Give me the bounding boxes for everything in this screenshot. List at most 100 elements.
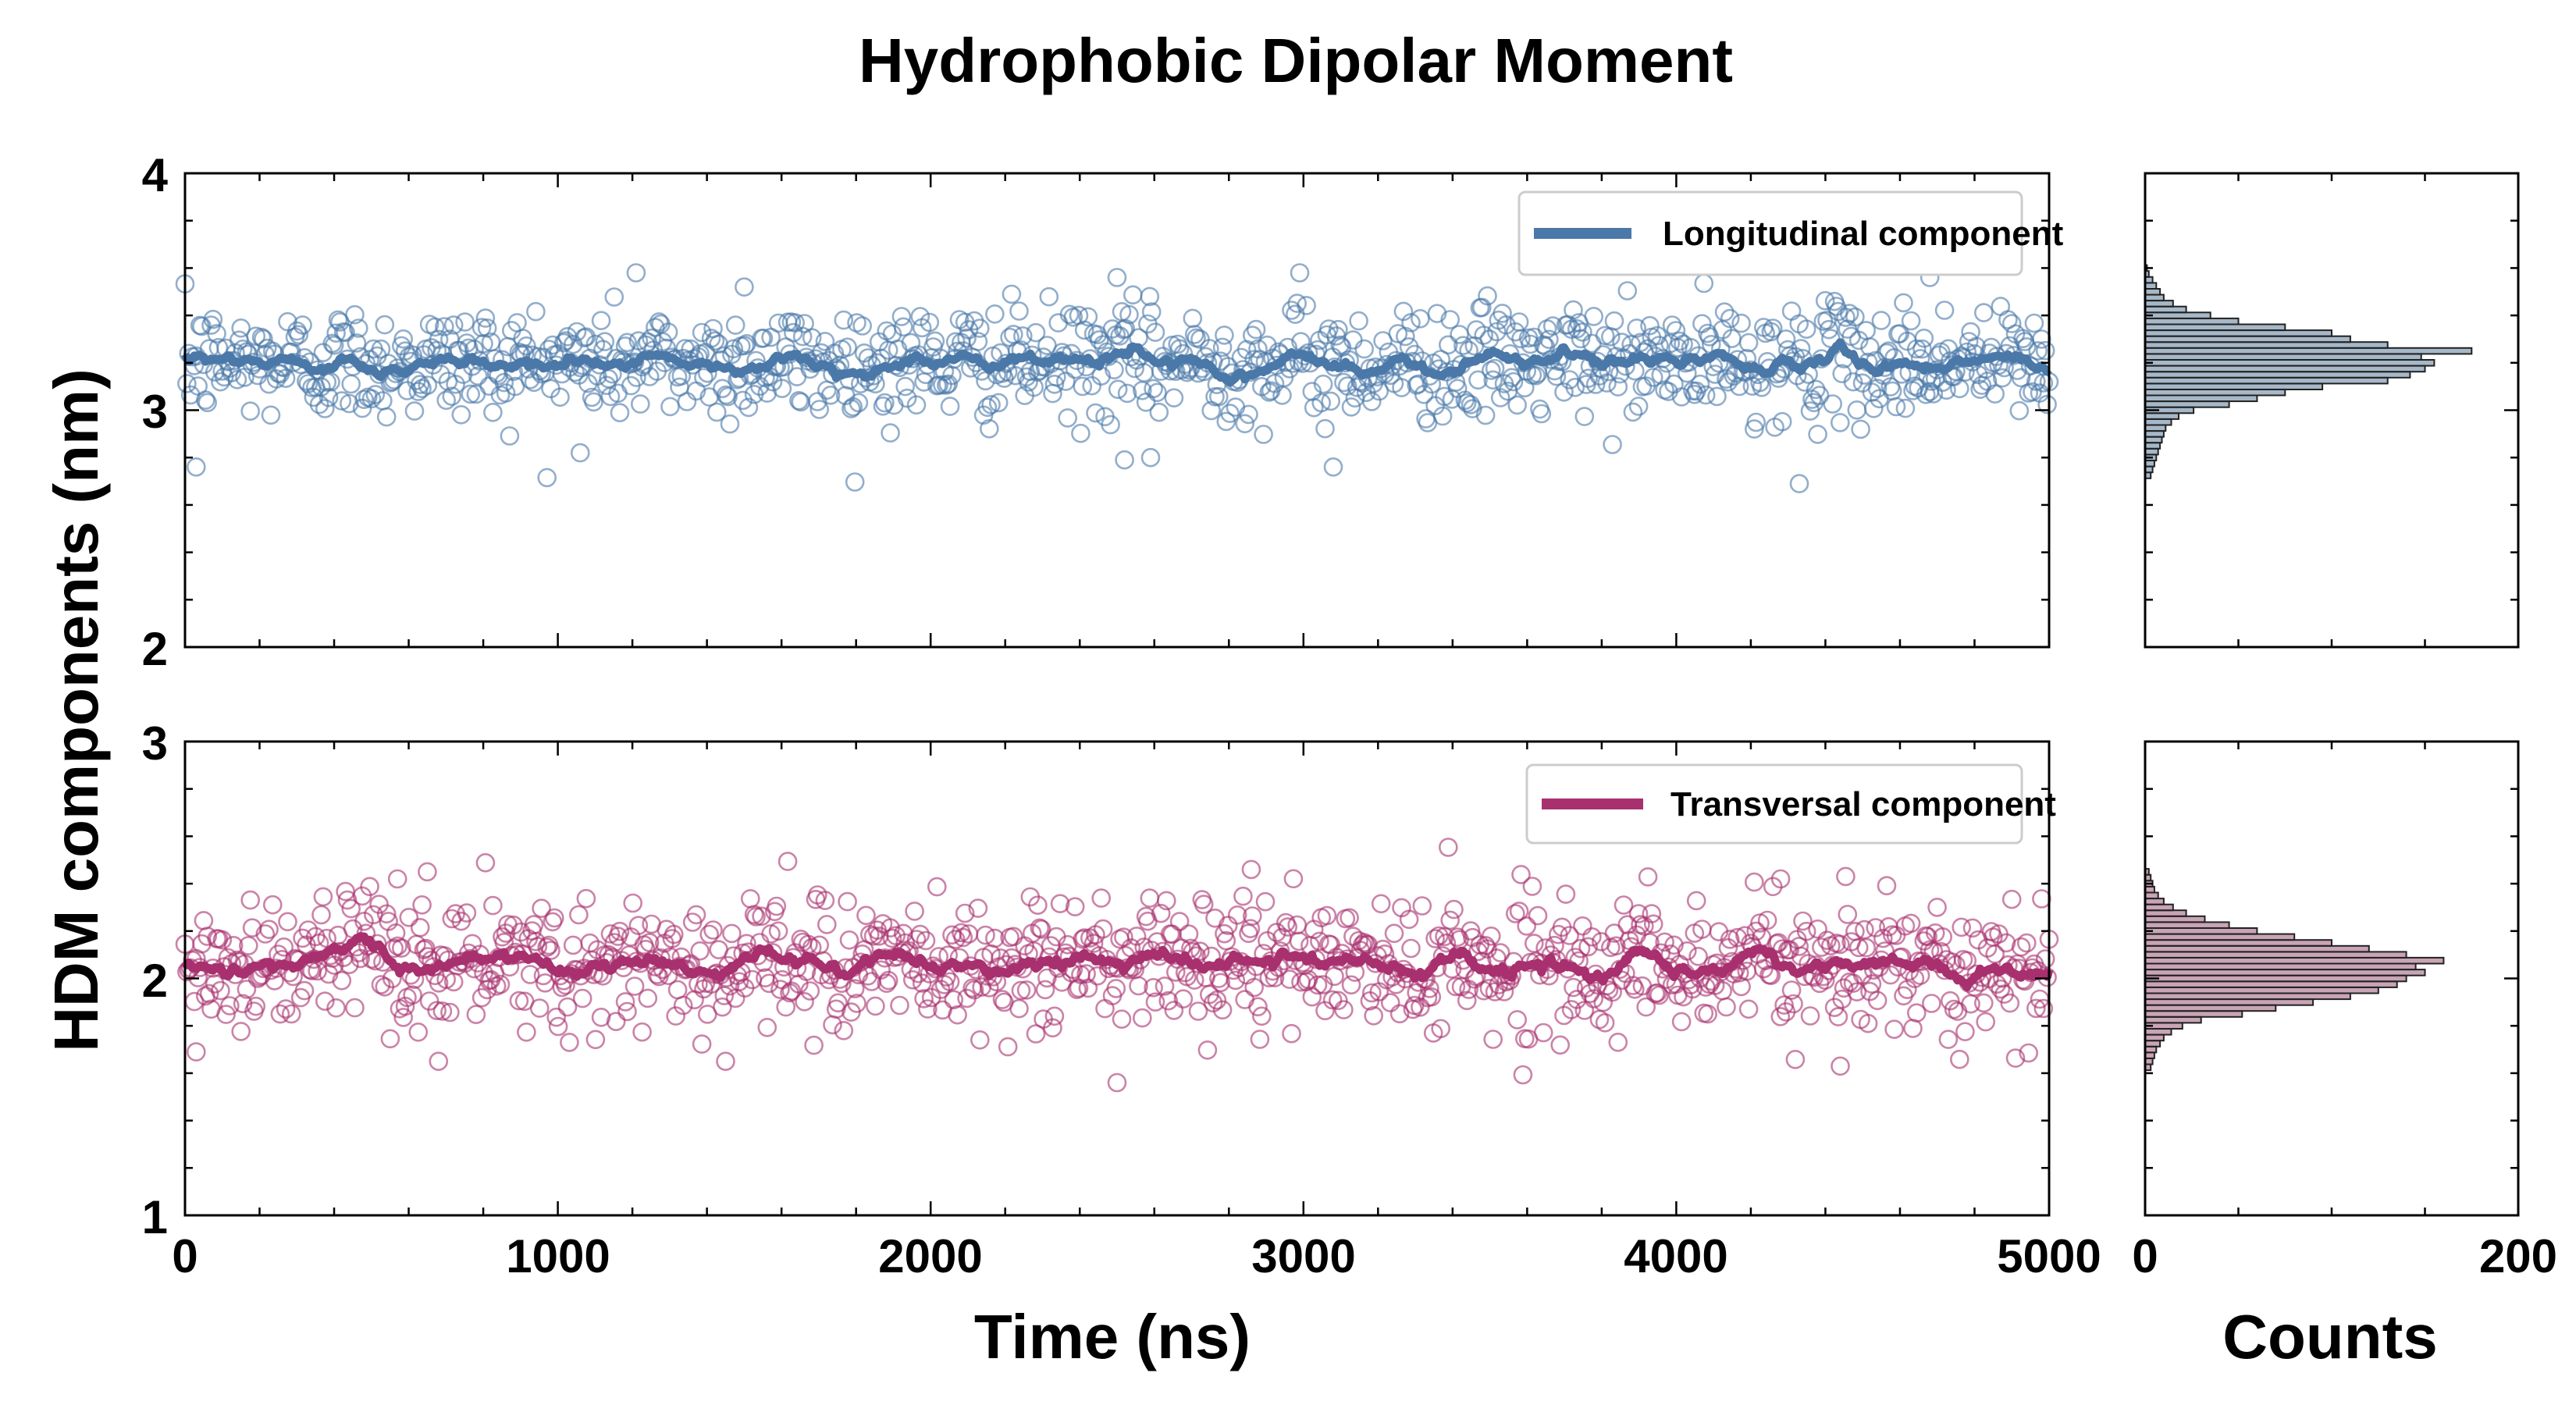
scatter-point <box>326 323 346 343</box>
scatter-point <box>1246 319 1266 340</box>
scatter-point <box>216 1005 236 1024</box>
scatter-point <box>604 287 624 307</box>
transversal-ticks <box>183 740 2051 1217</box>
scatter-point <box>1832 989 1852 1009</box>
scatter-point <box>1509 902 1529 921</box>
scatter-point-outlier <box>570 443 590 463</box>
scatter-point <box>1026 322 1046 343</box>
scatter-point <box>1282 1023 1301 1044</box>
scatter-point <box>980 418 999 439</box>
scatter-point <box>1831 413 1850 432</box>
scatter-point <box>475 308 496 328</box>
scatter-point <box>1603 435 1622 454</box>
scatter-point <box>1614 895 1634 915</box>
scatter-point <box>203 309 223 329</box>
scatter-point <box>2011 937 2031 957</box>
scatter-point <box>1354 933 1374 952</box>
scatter-point <box>792 326 813 347</box>
scatter-point <box>580 933 600 953</box>
scatter-point <box>2035 949 2055 969</box>
histogram-bar <box>2144 293 2165 302</box>
scatter-point <box>767 896 787 916</box>
scatter-point <box>1067 980 1087 999</box>
scatter-point <box>1564 300 1583 320</box>
scatter-point <box>340 955 359 974</box>
scatter-point <box>945 930 966 949</box>
scatter-point <box>1901 913 1921 934</box>
scatter-point <box>584 392 603 412</box>
scatter-point <box>1761 322 1781 342</box>
scatter-point-outlier <box>1789 474 1809 493</box>
transversal-running-mean-line <box>181 932 2054 991</box>
scatter-point <box>563 935 583 955</box>
scatter-point <box>772 379 792 399</box>
scatter-point <box>738 397 759 418</box>
scatter-point <box>192 316 212 336</box>
histogram-bar <box>2144 460 2155 468</box>
scatter-point <box>1791 339 1811 358</box>
scatter-point <box>1692 314 1712 334</box>
scatter-point <box>197 927 218 946</box>
histogram-bar <box>2144 1045 2158 1054</box>
scatter-point <box>617 1001 637 1022</box>
scatter-point <box>1604 923 1624 943</box>
scatter-point <box>828 993 848 1013</box>
scatter-point <box>1746 412 1766 432</box>
histogram-bar <box>2144 1040 2161 1048</box>
scatter-point <box>1839 304 1859 323</box>
scatter-point <box>948 1005 967 1025</box>
scatter-point <box>839 930 859 950</box>
scatter-point-outlier <box>1107 268 1127 287</box>
scatter-point <box>1420 979 1439 998</box>
histogram-bar <box>2144 974 2407 983</box>
scatter-point <box>1440 310 1460 329</box>
scatter-point <box>1608 377 1628 397</box>
scatter-point <box>1636 997 1656 1017</box>
scatter-point <box>834 310 854 330</box>
scatter-point <box>1927 898 1947 917</box>
scatter-point <box>270 1004 290 1024</box>
histogram-bar <box>2144 317 2240 325</box>
scatter-point <box>1474 325 1493 345</box>
scatter-point <box>1542 316 1563 336</box>
y-tick-label: 2 <box>142 623 168 675</box>
scatter-point <box>1453 336 1473 356</box>
scatter-point <box>2019 1043 2038 1063</box>
histogram-ticks-bottom <box>2144 740 2520 1217</box>
scatter-point <box>664 924 684 944</box>
scatter-point <box>1952 917 1971 937</box>
scatter-point <box>1340 908 1359 928</box>
scatter-point <box>195 390 215 410</box>
scatter-point <box>1772 411 1792 432</box>
scatter-point <box>1604 311 1624 331</box>
scatter-point <box>238 936 258 955</box>
scatter-point <box>2033 998 2054 1019</box>
scatter-point <box>768 921 788 941</box>
scatter-point <box>800 981 820 1001</box>
scatter-point <box>1843 372 1863 392</box>
scatter-point <box>1793 911 1813 931</box>
scatter-point <box>1808 919 1827 939</box>
scatter-point <box>1974 993 1994 1013</box>
scatter-point <box>658 322 678 342</box>
scatter-point <box>1907 1003 1927 1023</box>
longitudinal-ticks <box>183 172 2051 649</box>
scatter-point-outlier <box>1831 1056 1850 1076</box>
scatter-point <box>746 907 766 927</box>
scatter-point <box>2037 394 2057 414</box>
scatter-point <box>878 970 898 991</box>
scatter-point <box>1731 313 1751 333</box>
scatter-point <box>970 318 990 338</box>
scatter-point <box>845 472 865 492</box>
x-tick-label: 3000 <box>1251 1230 1355 1282</box>
histogram-bar <box>2144 311 2211 319</box>
scatter-point <box>1796 319 1816 340</box>
scatter-point <box>1334 1000 1354 1019</box>
scatter-point <box>311 905 331 925</box>
scatter-point <box>968 898 988 918</box>
scatter-point <box>834 1021 854 1040</box>
scatter-point <box>1026 1024 1046 1044</box>
scatter-point <box>1427 304 1447 324</box>
scatter-point <box>324 335 344 355</box>
scatter-point <box>1493 304 1512 323</box>
